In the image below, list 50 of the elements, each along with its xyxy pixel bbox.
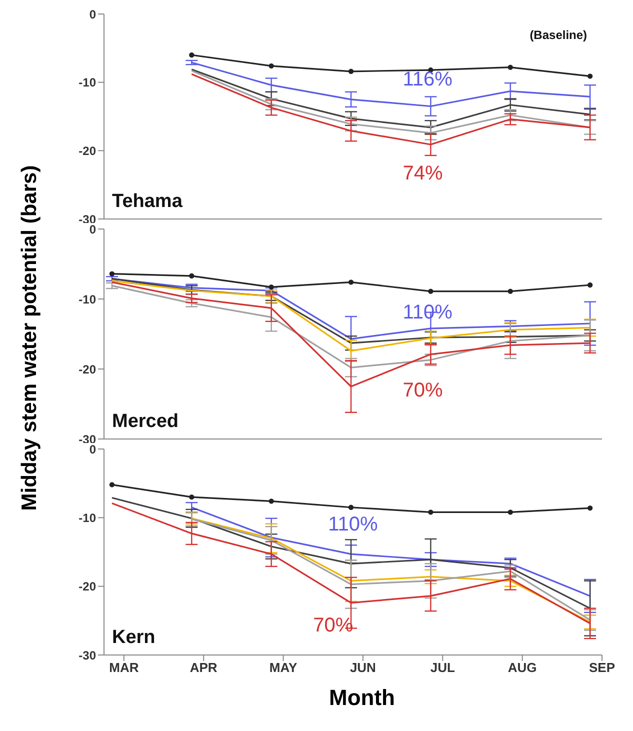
line-series [111,496,591,610]
y-tick-label: 0 [89,7,96,22]
point [268,498,274,504]
y-tick-label: -20 [78,144,96,158]
x-tick-label: AUG [508,660,537,676]
point [508,64,513,70]
point [508,288,513,294]
point [508,510,513,515]
point [268,63,274,69]
annotation: 110% [328,514,378,537]
text: Tehama [112,191,182,213]
y-tick-label: -20 [78,580,96,594]
y-tick-label: 0 [89,442,96,456]
point [587,505,593,511]
annotation: 70% [313,614,354,638]
point [189,494,194,500]
y-axis-title: Midday stem water potential (bars) [18,165,42,511]
point [587,282,593,288]
annotation: 70% [402,379,443,402]
point [268,284,274,290]
x-tick-label: MAR [109,660,140,676]
point [428,510,434,515]
y-tick-label: -10 [78,510,96,525]
y-tick-label: -20 [78,362,96,376]
line-series [190,506,591,597]
x-axis-title: Month [328,685,396,711]
y-tick-label: 0 [89,222,96,236]
point [348,504,354,510]
text: Kern [112,627,156,649]
point [428,288,434,294]
point [109,271,115,276]
text: Merced [112,411,179,433]
point [109,482,115,488]
point [348,280,354,285]
y-tick-label: -30 [78,648,96,662]
point [348,68,354,74]
annotation: 74% [402,162,443,186]
x-tick-label: SEP [588,660,616,676]
x-tick-label: APR [190,660,218,676]
x-tick-label: JUN [350,660,376,676]
y-tick-label: -10 [78,76,96,90]
x-tick-label: MAY [269,660,298,676]
annotation: (Baseline) [530,28,588,42]
point [189,273,194,278]
annotation: 110% [402,302,452,324]
x-tick-label: JUL [430,660,455,676]
y-tick-label: -10 [78,292,96,306]
point [587,74,593,79]
point [189,52,194,58]
annotation: 116% [402,68,452,92]
